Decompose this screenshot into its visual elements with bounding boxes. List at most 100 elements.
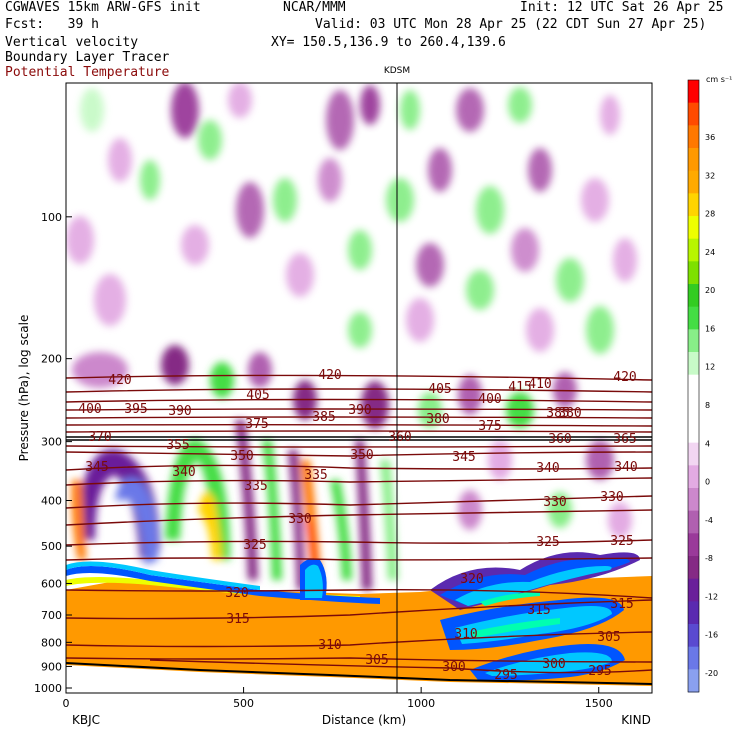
end-station-label: KIND bbox=[621, 713, 651, 727]
theta-label: 340 bbox=[614, 460, 637, 475]
colorbar-swatch bbox=[688, 329, 699, 353]
y-tick-label: 800 bbox=[41, 636, 62, 649]
mid-station-label: KDSM bbox=[384, 66, 410, 76]
x-tick-label: 1500 bbox=[585, 697, 613, 710]
y-tick-label: 500 bbox=[41, 540, 62, 553]
colorbar-swatch bbox=[688, 261, 699, 285]
theta-label: 295 bbox=[494, 668, 517, 683]
colorbar-label: 32 bbox=[705, 171, 715, 180]
theta-label: 295 bbox=[588, 664, 611, 679]
header-field-2: Boundary Layer Tracer bbox=[5, 50, 170, 65]
y-tick-label: 600 bbox=[41, 577, 62, 590]
theta-label: 385 bbox=[312, 410, 335, 425]
y-axis: 100 200 300 400 500 600 700 800 900 1000 bbox=[34, 211, 72, 695]
y-tick-label: 1000 bbox=[34, 682, 62, 695]
colorbar-label: 36 bbox=[705, 133, 715, 142]
colorbar-swatch bbox=[688, 465, 699, 489]
colorbar-units: cm s⁻¹ bbox=[706, 75, 732, 84]
theta-label: 315 bbox=[527, 603, 550, 618]
theta-label: 305 bbox=[597, 630, 620, 645]
theta-label: 405 bbox=[428, 382, 451, 397]
colorbar-swatch bbox=[688, 646, 699, 670]
colorbar-label: -12 bbox=[705, 592, 718, 601]
theta-label: 375 bbox=[478, 419, 501, 434]
colorbar-swatch bbox=[688, 216, 699, 240]
theta-label: 340 bbox=[536, 461, 559, 476]
colorbar-swatch bbox=[688, 488, 699, 512]
colorbar-label: -20 bbox=[705, 669, 718, 678]
colorbar-label: -4 bbox=[705, 516, 713, 525]
theta-label: 400 bbox=[478, 392, 501, 407]
header-field-1: Vertical velocity bbox=[5, 35, 139, 50]
theta-label: 315 bbox=[610, 597, 633, 612]
colorbar-swatch bbox=[688, 125, 699, 149]
colorbar: 36 32 28 24 20 16 12 8 4 0 -4 -8 -12 -16 -20 bbox=[687, 79, 718, 693]
colorbar-label: 8 bbox=[705, 401, 710, 410]
y-tick-label: 300 bbox=[41, 436, 62, 449]
vertical-velocity-field bbox=[66, 83, 652, 693]
colorbar-swatch bbox=[688, 374, 699, 398]
theta-label: 360 bbox=[548, 432, 571, 447]
header-fcst: Fcst: 39 h bbox=[5, 17, 99, 32]
header-valid: Valid: 03 UTC Mon 28 Apr 25 (22 CDT Sun … bbox=[315, 17, 707, 32]
y-tick-label: 900 bbox=[41, 660, 62, 673]
colorbar-swatch bbox=[688, 397, 699, 421]
theta-label: 355 bbox=[166, 438, 189, 453]
theta-label: 420 bbox=[318, 368, 341, 383]
header-org: NCAR/MMM bbox=[283, 0, 346, 15]
theta-label: 380 bbox=[558, 406, 581, 421]
header-init: Init: 12 UTC Sat 26 Apr 25 bbox=[520, 0, 724, 15]
colorbar-swatch bbox=[688, 624, 699, 648]
theta-label: 420 bbox=[108, 373, 131, 388]
colorbar-label: 16 bbox=[705, 324, 715, 333]
x-axis: 0 500 1000 1500 bbox=[63, 687, 613, 710]
theta-label: 320 bbox=[460, 572, 483, 587]
theta-label: 315 bbox=[226, 612, 249, 627]
theta-label: 300 bbox=[542, 657, 565, 672]
theta-label: 420 bbox=[613, 370, 636, 385]
colorbar-swatch bbox=[688, 533, 699, 557]
theta-label: 350 bbox=[230, 449, 253, 464]
colorbar-label: -16 bbox=[705, 631, 718, 640]
theta-label: 365 bbox=[613, 432, 636, 447]
header-field-theta: Potential Temperature bbox=[5, 65, 170, 80]
theta-label: 345 bbox=[452, 450, 475, 465]
theta-label: 320 bbox=[225, 586, 248, 601]
colorbar-swatch bbox=[688, 306, 699, 330]
theta-label: 410 bbox=[528, 377, 551, 392]
theta-label: 340 bbox=[172, 465, 195, 480]
header-model: CGWAVES 15km ARW-GFS init bbox=[5, 0, 201, 15]
start-station-label: KBJC bbox=[72, 713, 100, 727]
theta-label: 390 bbox=[348, 403, 371, 418]
colorbar-swatch bbox=[688, 284, 699, 308]
y-tick-label: 700 bbox=[41, 609, 62, 622]
colorbar-label: 28 bbox=[705, 210, 715, 219]
theta-label: 350 bbox=[350, 448, 373, 463]
y-tick-label: 200 bbox=[41, 353, 62, 366]
theta-label: 375 bbox=[245, 417, 268, 432]
x-tick-label: 0 bbox=[63, 697, 70, 710]
theta-label: 390 bbox=[168, 404, 191, 419]
y-tick-label: 400 bbox=[41, 494, 62, 507]
colorbar-swatch bbox=[688, 102, 699, 126]
colorbar-swatch bbox=[688, 442, 699, 466]
theta-label: 305 bbox=[365, 653, 388, 668]
colorbar-swatch bbox=[688, 578, 699, 602]
colorbar-label: 12 bbox=[705, 363, 715, 372]
potential-temperature-contours bbox=[66, 374, 652, 674]
colorbar-swatch bbox=[688, 669, 699, 693]
theta-label: 400 bbox=[78, 402, 101, 417]
theta-label: 330 bbox=[600, 490, 623, 505]
colorbar-swatch bbox=[688, 170, 699, 194]
colorbar-swatch bbox=[688, 148, 699, 172]
theta-label: 330 bbox=[288, 512, 311, 527]
theta-label: 405 bbox=[246, 388, 269, 403]
theta-label: 325 bbox=[536, 535, 559, 550]
colorbar-swatch bbox=[688, 238, 699, 262]
colorbar-swatch bbox=[688, 510, 699, 534]
theta-label: 325 bbox=[610, 534, 633, 549]
theta-label: 395 bbox=[124, 402, 147, 417]
y-tick-label: 100 bbox=[41, 211, 62, 224]
